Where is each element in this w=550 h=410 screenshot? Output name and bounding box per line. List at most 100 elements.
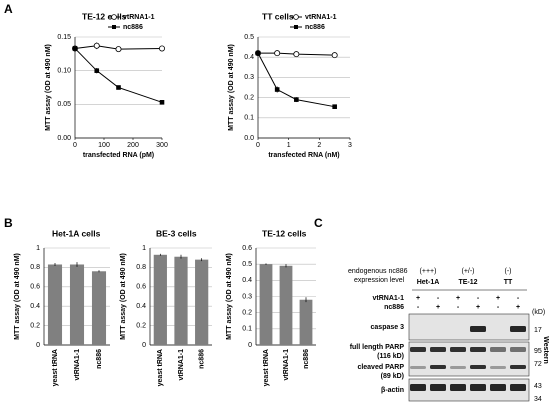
chart-title: TE-12 cells: [262, 228, 307, 238]
sign: +: [456, 295, 460, 302]
x-tick-label: vtRNA1-1: [283, 349, 290, 381]
chart-title: TT cells: [262, 11, 294, 21]
legend-marker: [294, 25, 298, 29]
series-line: [258, 52, 335, 56]
band: [490, 347, 506, 352]
legend-label: nc886: [305, 24, 325, 31]
point: [159, 100, 165, 105]
sign: +: [416, 295, 420, 302]
x-tick-label: 2: [317, 142, 321, 149]
sign: -: [457, 304, 460, 311]
band-label: full length PARP: [350, 344, 405, 351]
point: [94, 68, 100, 73]
blot-box: [408, 341, 530, 377]
band: [470, 347, 486, 352]
y-tick-label: 1: [36, 245, 40, 252]
point: [293, 51, 300, 58]
legend-marker: [293, 14, 299, 20]
x-tick-label: vtRNA1-1: [74, 349, 81, 381]
y-tick-label: 0.8: [136, 264, 146, 271]
y-tick-label: 0.6: [242, 245, 252, 252]
point: [116, 85, 121, 90]
y-tick-label: 0.3: [242, 293, 252, 300]
y-tick-label: 0: [248, 342, 252, 349]
y-tick-label: 0.3: [244, 74, 254, 81]
panel-label: A: [4, 2, 13, 16]
x-tick-label: 1: [287, 142, 291, 149]
y-tick-label: 0.6: [136, 284, 146, 291]
y-tick-label: 0.4: [136, 303, 146, 310]
point: [255, 50, 261, 56]
bar: [259, 264, 273, 345]
y-tick-label: 0.2: [136, 322, 146, 329]
cell-line: TT: [504, 279, 513, 286]
sign: -: [497, 304, 500, 311]
sign: -: [517, 295, 520, 302]
bar: [195, 259, 209, 345]
point: [115, 46, 122, 53]
x-tick-label: nc886: [96, 349, 103, 369]
legend-marker: [111, 14, 117, 20]
size-marker: 34: [534, 396, 542, 403]
blot-box: [408, 313, 530, 341]
band-label: caspase 3: [371, 324, 405, 331]
band: [410, 366, 426, 369]
chart-title: Het-1A cells: [52, 228, 101, 238]
series-line: [74, 48, 163, 103]
x-axis-label: transfected RNA (pM): [83, 152, 154, 159]
x-tick-label: yeast tRNA: [157, 349, 164, 386]
band: [510, 326, 526, 332]
sign: +: [516, 304, 520, 311]
blot-text: endogenous nc886: [348, 268, 408, 275]
band: [470, 326, 486, 332]
row-label: vtRNA1-1: [372, 295, 404, 302]
y-tick-label: 0.15: [57, 34, 71, 41]
y-tick-label: 0.2: [244, 94, 254, 101]
y-tick-label: 0.5: [244, 34, 254, 41]
band-label: (116 kD): [377, 353, 404, 360]
y-tick-label: 0.2: [242, 310, 252, 317]
size-marker: 43: [534, 383, 542, 390]
band-label: (89 kD): [381, 373, 404, 380]
y-tick-label: 0.05: [57, 101, 71, 108]
band: [430, 384, 446, 391]
x-tick-label: yeast tRNA: [52, 349, 59, 386]
point: [158, 45, 165, 52]
sign: -: [477, 295, 480, 302]
x-tick-label: 3: [348, 142, 352, 149]
y-tick-label: 0.0: [244, 135, 254, 142]
band: [430, 347, 446, 352]
bar: [69, 264, 85, 345]
x-tick-label: yeast tRNA: [263, 349, 270, 386]
sign: +: [496, 295, 500, 302]
y-tick-label: 0.4: [30, 303, 40, 310]
y-tick-label: 0.00: [57, 135, 71, 142]
x-tick-label: nc886: [303, 349, 310, 369]
panel-label: C: [314, 216, 323, 230]
sign: +: [436, 304, 440, 311]
x-tick-label: 200: [127, 142, 139, 149]
y-tick-label: 0.5: [242, 261, 252, 268]
point: [294, 97, 299, 102]
point: [72, 46, 78, 51]
y-axis-label: MTT assay (OD at 490 nM): [226, 253, 233, 340]
band: [410, 384, 426, 391]
western-blot: endogenous nc886 expression level (+++) …: [348, 268, 549, 403]
x-tick-label: 300: [156, 142, 168, 149]
band: [510, 384, 526, 391]
band: [430, 365, 446, 369]
series-line: [74, 45, 163, 50]
legend-label: nc886: [123, 24, 143, 31]
x-tick-label: 0: [73, 142, 77, 149]
blot-text: (+/-): [461, 268, 474, 275]
size-marker: 95: [534, 348, 542, 355]
x-tick-label: vtRNA1-1: [178, 349, 185, 381]
band: [490, 366, 506, 369]
size-marker: 72: [534, 361, 542, 368]
y-axis-label: MTT assay (OD at 490 nM): [120, 253, 127, 340]
y-tick-label: 0.4: [244, 54, 254, 61]
y-tick-label: 1: [142, 245, 146, 252]
cell-line: Het-1A: [417, 279, 440, 286]
chart-title: BE-3 cells: [156, 228, 197, 238]
